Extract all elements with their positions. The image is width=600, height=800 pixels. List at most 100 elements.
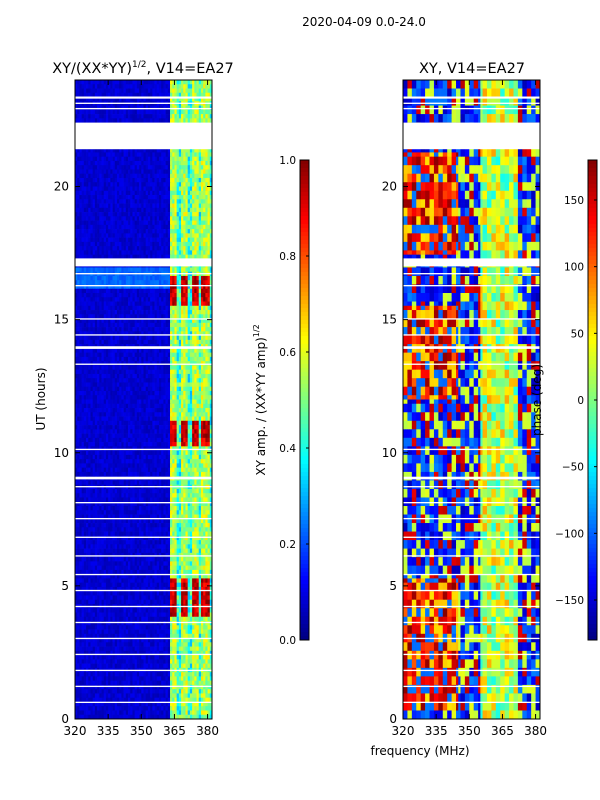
left-cell <box>93 161 96 166</box>
left-cell <box>144 114 147 119</box>
left-cell <box>166 246 169 251</box>
left-cell <box>106 161 109 166</box>
left-cell <box>203 229 206 234</box>
left-cell <box>155 191 158 196</box>
left-cell <box>82 191 85 196</box>
left-cell <box>139 182 142 187</box>
left-cell <box>192 161 195 166</box>
left-cell <box>126 174 129 179</box>
left-cell <box>197 195 200 200</box>
left-cell <box>159 84 162 89</box>
left-cell <box>119 221 122 226</box>
left-cell <box>77 191 80 196</box>
left-cell <box>99 221 102 226</box>
left-cell <box>79 114 82 119</box>
left-cell <box>130 80 133 85</box>
left-cell <box>163 106 166 111</box>
left-cell <box>155 169 158 174</box>
left-cell <box>150 199 153 204</box>
left-cell <box>130 157 133 162</box>
left-cell <box>128 221 131 226</box>
left-cell <box>148 267 151 272</box>
left-cell <box>174 212 177 217</box>
left-cell <box>124 161 127 166</box>
left-cell <box>205 169 208 174</box>
left-cell <box>79 80 82 85</box>
left-cell <box>139 233 142 238</box>
left-cell <box>95 84 98 89</box>
left-cell <box>197 238 200 243</box>
left-cell <box>146 191 149 196</box>
left-cell <box>130 165 133 170</box>
left-cell <box>172 106 175 111</box>
left-cell <box>128 110 131 115</box>
left-cell <box>179 195 182 200</box>
left-cell <box>132 212 135 217</box>
left-cell <box>88 229 91 234</box>
left-cell <box>126 165 129 170</box>
left-cell <box>174 182 177 187</box>
left-cell <box>115 84 118 89</box>
left-cell <box>90 174 93 179</box>
left-cell <box>170 242 173 247</box>
left-cell <box>144 225 147 230</box>
left-cell <box>119 161 122 166</box>
left-cell <box>117 238 120 243</box>
left-cell <box>135 221 138 226</box>
left-cell <box>148 152 151 157</box>
left-cell <box>174 89 177 94</box>
left-cell <box>163 250 166 255</box>
left-cell <box>99 114 102 119</box>
left-cell <box>177 174 180 179</box>
left-cell <box>194 84 197 89</box>
left-cell <box>110 233 113 238</box>
left-cell <box>181 199 184 204</box>
left-cell <box>152 225 155 230</box>
left-cell <box>172 199 175 204</box>
left-cell <box>192 250 195 255</box>
left-cell <box>95 106 98 111</box>
left-cell <box>190 246 193 251</box>
left-cell <box>137 204 140 209</box>
left-cell <box>126 169 129 174</box>
left-cell <box>104 204 107 209</box>
left-cell <box>144 118 147 123</box>
left-cell <box>113 80 116 85</box>
left-cell <box>192 229 195 234</box>
left-cell <box>172 191 175 196</box>
left-cell <box>194 216 197 221</box>
left-cell <box>99 250 102 255</box>
left-cell <box>119 178 122 183</box>
left-cell <box>139 89 142 94</box>
left-cell <box>174 242 177 247</box>
left-cell <box>148 221 151 226</box>
left-cell <box>201 114 204 119</box>
left-cell <box>119 152 122 157</box>
left-cell <box>172 208 175 213</box>
left-cell <box>110 80 113 85</box>
left-cell <box>135 233 138 238</box>
left-cell <box>82 161 85 166</box>
left-cell <box>183 233 186 238</box>
left-cell <box>77 114 80 119</box>
left-cell <box>95 267 98 272</box>
left-cell <box>113 216 116 221</box>
left-cell <box>144 110 147 115</box>
left-cell <box>174 225 177 230</box>
left-cell <box>95 246 98 251</box>
left-cell <box>201 161 204 166</box>
left-cell <box>110 229 113 234</box>
left-cell <box>84 267 87 272</box>
left-cell <box>110 199 113 204</box>
left-cell <box>86 250 89 255</box>
left-cell <box>188 208 191 213</box>
left-cell <box>77 242 80 247</box>
left-cell <box>130 221 133 226</box>
left-cell <box>188 242 191 247</box>
left-cell <box>90 250 93 255</box>
left-cell <box>126 216 129 221</box>
left-cell <box>90 233 93 238</box>
left-cell <box>150 212 153 217</box>
left-cell <box>152 157 155 162</box>
left-cell <box>117 250 120 255</box>
